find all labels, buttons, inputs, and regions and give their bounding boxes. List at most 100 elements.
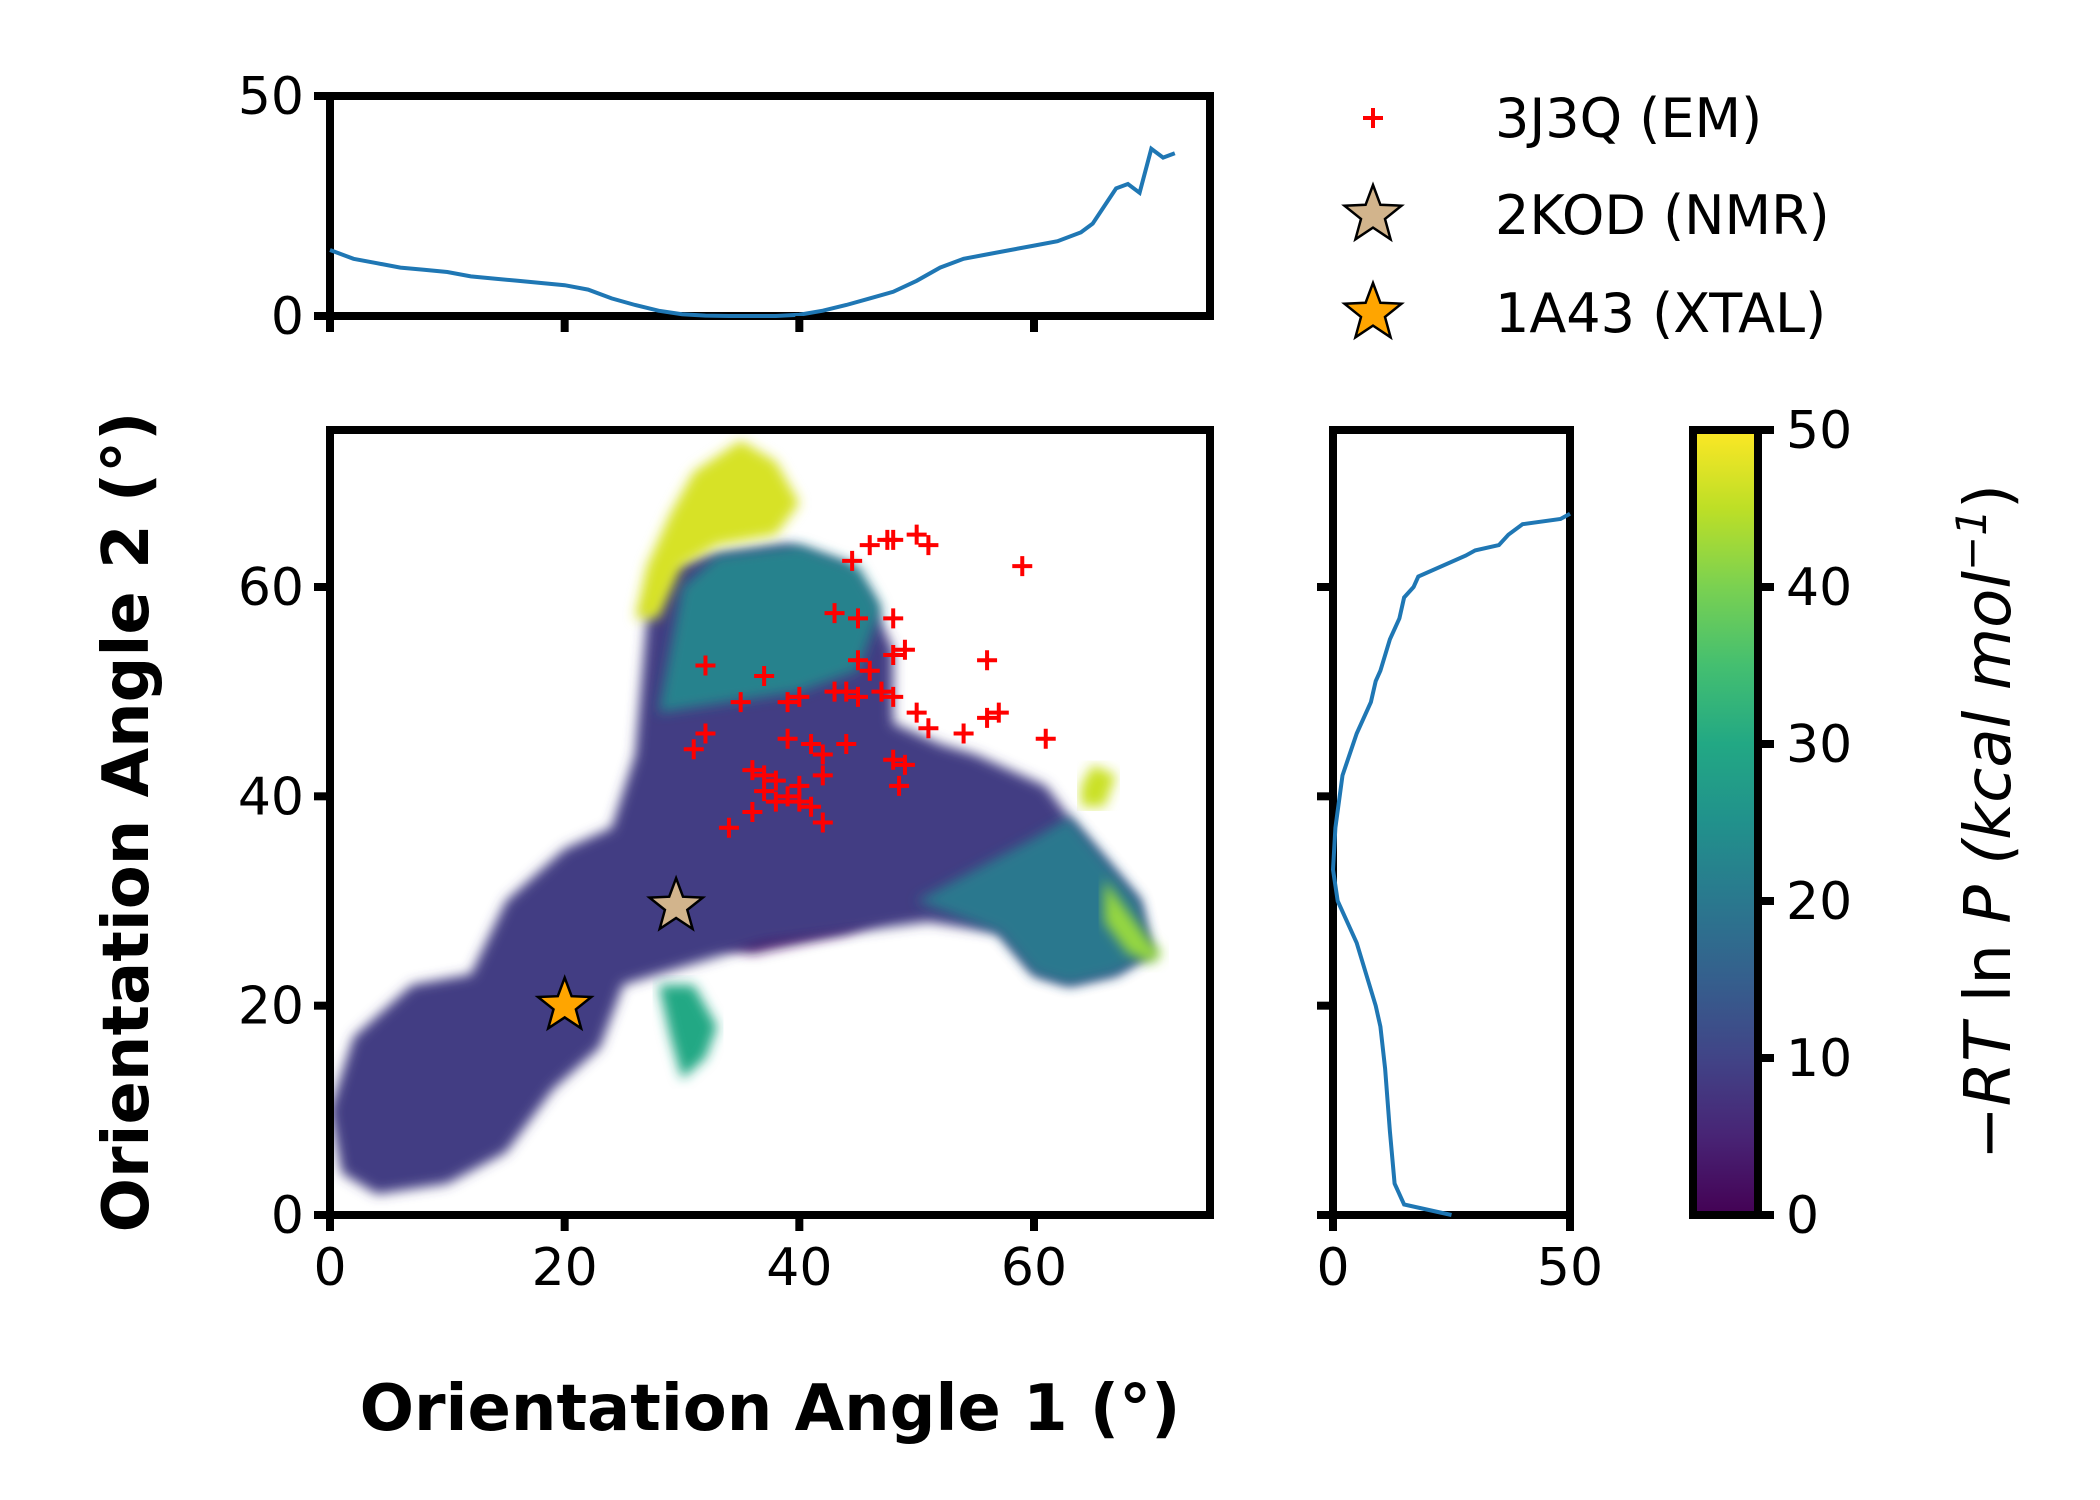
right-x-tick-label: 50 [1537,1238,1603,1298]
em-point [812,744,833,765]
em-point [836,681,857,702]
em-point [842,550,863,571]
em-point [695,723,716,744]
em-point [988,702,1009,723]
right-axes-frame [1329,426,1574,1219]
em-point [883,608,904,629]
colorbar-gradient [1693,430,1758,1215]
em-point [883,686,904,707]
em-point [801,796,822,817]
legend-em-marker [1363,108,1383,128]
top-y-tick-label: 50 [238,67,304,127]
right-ticks: 0 50 [1316,583,1603,1298]
y-axis-label: Orientation Angle 2 (°) [90,412,164,1233]
top-marginal-panel: 0 50 [238,67,1214,347]
em-point [718,817,739,838]
em-point [883,529,904,550]
heatmap-region-right-edge [1104,880,1164,964]
free-energy-heatmap [330,440,1164,1195]
xtal-star [534,974,595,1032]
em-point [754,781,775,802]
colorbar-tick-label: 0 [1786,1186,1819,1246]
x-axis-label: Orientation Angle 1 (°) [360,1372,1181,1446]
em-point [883,749,904,770]
colorbar-ticks: 0 10 20 30 40 50 [1758,401,1852,1246]
em-point [953,723,974,744]
em-point [848,608,868,629]
em-point [812,765,833,786]
x-tick-label: 0 [313,1238,346,1298]
colorbar: 0 10 20 30 40 50 −RT ln P (kcal mol−1) [1689,401,2026,1246]
y-tick-label: 20 [238,977,304,1037]
em-point [871,681,892,702]
y-tick-label: 60 [238,558,304,618]
em-point [777,728,798,749]
colorbar-tick-label: 40 [1786,558,1852,618]
legend: 3J3Q (EM) 2KOD (NMR) 1A43 (XTAL) [1341,87,1830,345]
em-point [894,639,915,660]
em-point [906,702,927,723]
heatmap-region-right-arm [916,817,1152,985]
em-point [742,802,763,823]
y-tick-label: 40 [238,767,304,827]
main-panel: 0 20 40 60 0 20 40 60 [238,426,1214,1298]
em-point [906,524,927,545]
em-point [824,603,845,624]
em-point [918,535,939,556]
em-point [801,734,822,754]
em-point [789,791,810,812]
em-point [695,655,716,676]
legend-xtal-marker [1341,279,1405,341]
em-point [848,650,868,671]
legend-label: 2KOD (NMR) [1495,184,1830,247]
em-point [730,692,751,713]
em-point [777,786,798,807]
colorbar-tick-label: 20 [1786,872,1852,932]
em-point [848,686,868,707]
em-point [789,686,810,707]
em-point [777,692,798,713]
em-point [765,770,786,791]
top-marginal-curve [329,145,1176,318]
em-point [1035,728,1056,749]
legend-label: 1A43 (XTAL) [1495,282,1826,345]
em-point [836,734,857,754]
heatmap-region-right-top [1080,764,1117,807]
em-point [742,760,763,781]
em-point [894,754,915,775]
em-point [812,812,833,833]
heatmap-region-body [330,545,1152,1195]
right-x-tick-label: 0 [1316,1238,1349,1298]
colorbar-tick-label: 50 [1786,401,1852,461]
em-point [889,775,910,796]
heatmap-region-lower-lobe [658,984,718,1079]
em-point [859,660,880,681]
top-axes-frame [326,92,1214,320]
x-tick-label: 60 [1001,1238,1067,1298]
x-tick-label: 20 [532,1238,598,1298]
main-ticks: 0 20 40 60 0 20 40 60 [238,558,1067,1298]
heatmap-region-upper-arm [658,545,882,713]
em-point [918,718,939,739]
em-point [977,650,998,671]
em-point [883,645,904,666]
top-ticks: 0 50 [238,67,1038,347]
em-point [683,739,704,760]
right-marginal-panel: 0 50 [1316,426,1603,1298]
em-point [765,791,786,812]
legend-label: 3J3Q (EM) [1495,87,1762,150]
colorbar-tick-label: 30 [1786,715,1852,775]
y-tick-label: 0 [271,1186,304,1246]
right-marginal-curve [1330,511,1571,1217]
main-axes-frame [326,426,1214,1219]
em-point [1012,556,1033,577]
em-point [859,535,880,556]
top-y-tick-label: 0 [271,287,304,347]
colorbar-label: −RT ln P (kcal mol−1) [1947,484,2026,1160]
legend-nmr-marker [1341,181,1405,243]
colorbar-frame [1689,426,1762,1219]
colorbar-tick-label: 10 [1786,1029,1852,1089]
heatmap-region-upper-top [635,440,800,619]
em-point [754,665,775,686]
